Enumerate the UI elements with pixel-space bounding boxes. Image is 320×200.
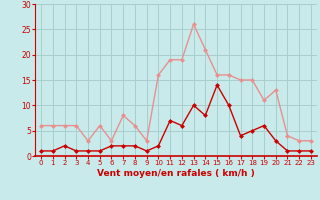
X-axis label: Vent moyen/en rafales ( km/h ): Vent moyen/en rafales ( km/h ) [97, 169, 255, 178]
